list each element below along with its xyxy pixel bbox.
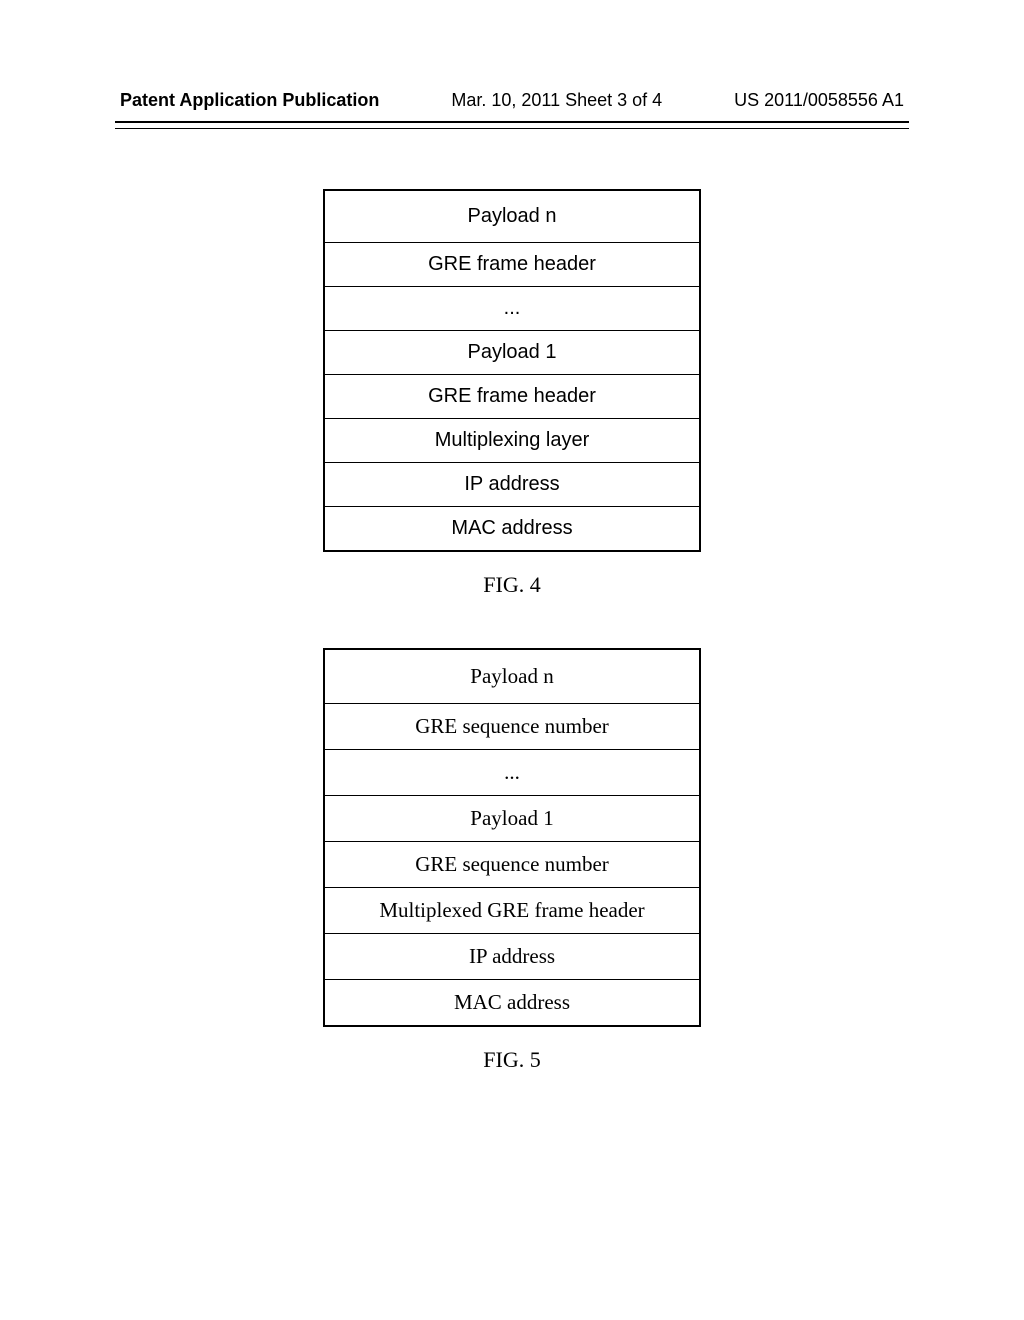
fig5-row-6: IP address [325,934,699,980]
header-left: Patent Application Publication [120,90,379,111]
header-divider-thin [115,128,909,129]
fig4-row-5: Multiplexing layer [325,419,699,463]
header-divider-thick [115,121,909,123]
figure-5-stack: Payload n GRE sequence number ... Payloa… [323,648,701,1027]
fig4-row-2: ... [325,287,699,331]
figure-4-stack: Payload n GRE frame header ... Payload 1… [323,189,701,552]
page-header: Patent Application Publication Mar. 10, … [0,0,1024,121]
figure-5-container: Payload n GRE sequence number ... Payloa… [0,648,1024,1073]
fig4-row-7: MAC address [325,507,699,550]
fig5-row-4: GRE sequence number [325,842,699,888]
fig4-row-6: IP address [325,463,699,507]
fig4-row-0: Payload n [325,191,699,243]
figure-4-label: FIG. 4 [483,572,540,598]
fig5-row-3: Payload 1 [325,796,699,842]
fig5-row-5: Multiplexed GRE frame header [325,888,699,934]
fig4-row-4: GRE frame header [325,375,699,419]
fig4-row-3: Payload 1 [325,331,699,375]
figure-5-label: FIG. 5 [483,1047,540,1073]
fig5-row-0: Payload n [325,650,699,704]
figure-4-container: Payload n GRE frame header ... Payload 1… [0,189,1024,598]
fig5-row-2: ... [325,750,699,796]
header-right: US 2011/0058556 A1 [734,90,904,111]
header-center: Mar. 10, 2011 Sheet 3 of 4 [451,90,662,111]
fig4-row-1: GRE frame header [325,243,699,287]
fig5-row-7: MAC address [325,980,699,1025]
fig5-row-1: GRE sequence number [325,704,699,750]
